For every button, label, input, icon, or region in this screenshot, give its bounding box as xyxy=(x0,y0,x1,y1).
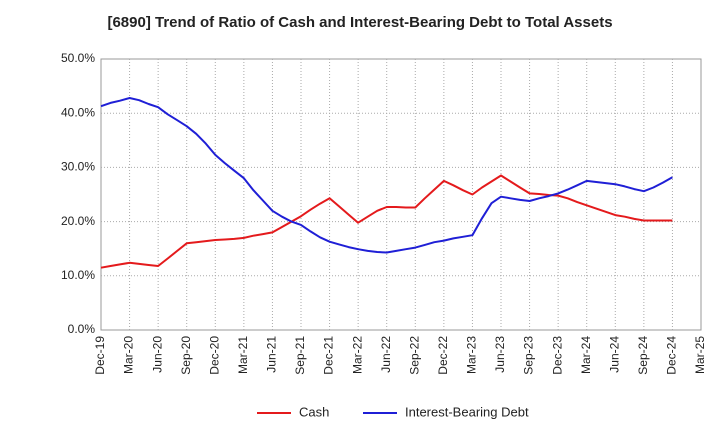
x-tick-label: Sep-20 xyxy=(179,336,193,375)
y-tick-label: 20.0% xyxy=(61,214,95,228)
x-tick-label: Jun-20 xyxy=(150,336,164,373)
y-tick-label: 10.0% xyxy=(61,268,95,282)
x-tick-label: Sep-23 xyxy=(522,336,536,375)
axis-layer: Dec-19 Mar-20 Jun-20 Sep-20 Dec-20 Mar-21 Jun-… xyxy=(61,51,707,375)
legend: Cash Interest-Bearing Debt xyxy=(257,404,529,419)
series-layer xyxy=(100,97,673,269)
x-tick-label: Mar-20 xyxy=(122,336,136,374)
x-tick-label: Mar-22 xyxy=(350,336,364,374)
x-tick-label: Mar-21 xyxy=(236,336,250,374)
x-tick-label: Dec-20 xyxy=(207,336,221,375)
series-line-interest-bearing-debt xyxy=(100,97,673,254)
plot-frame xyxy=(100,58,702,331)
x-tick-label: Mar-24 xyxy=(579,336,593,374)
y-tick-label: 0.0% xyxy=(68,322,96,336)
chart-title: [6890] Trend of Ratio of Cash and Intere… xyxy=(107,14,613,31)
y-tick-label: 40.0% xyxy=(61,105,95,119)
legend-label: Cash xyxy=(299,404,329,419)
x-tick-label: Jun-24 xyxy=(607,336,621,373)
grid-layer xyxy=(100,58,702,331)
x-tick-label: Mar-23 xyxy=(465,336,479,374)
x-tick-label: Dec-22 xyxy=(436,336,450,375)
x-tick-label: Dec-21 xyxy=(322,336,336,375)
x-tick-label: Dec-23 xyxy=(550,336,564,375)
series-line-cash xyxy=(100,174,673,269)
x-tick-label: Sep-22 xyxy=(407,336,421,375)
x-tick-label: Jun-22 xyxy=(379,336,393,373)
x-tick-label: Jun-23 xyxy=(493,336,507,373)
x-tick-label: Dec-19 xyxy=(93,336,107,375)
y-tick-label: 50.0% xyxy=(61,51,95,65)
x-tick-label: Mar-25 xyxy=(693,336,707,374)
x-tick-label: Jun-21 xyxy=(265,336,279,373)
x-tick-label: Sep-21 xyxy=(293,336,307,375)
x-tick-label: Sep-24 xyxy=(636,336,650,375)
legend-label: Interest-Bearing Debt xyxy=(405,404,529,419)
y-tick-label: 30.0% xyxy=(61,160,95,174)
x-tick-label: Dec-24 xyxy=(665,336,679,375)
